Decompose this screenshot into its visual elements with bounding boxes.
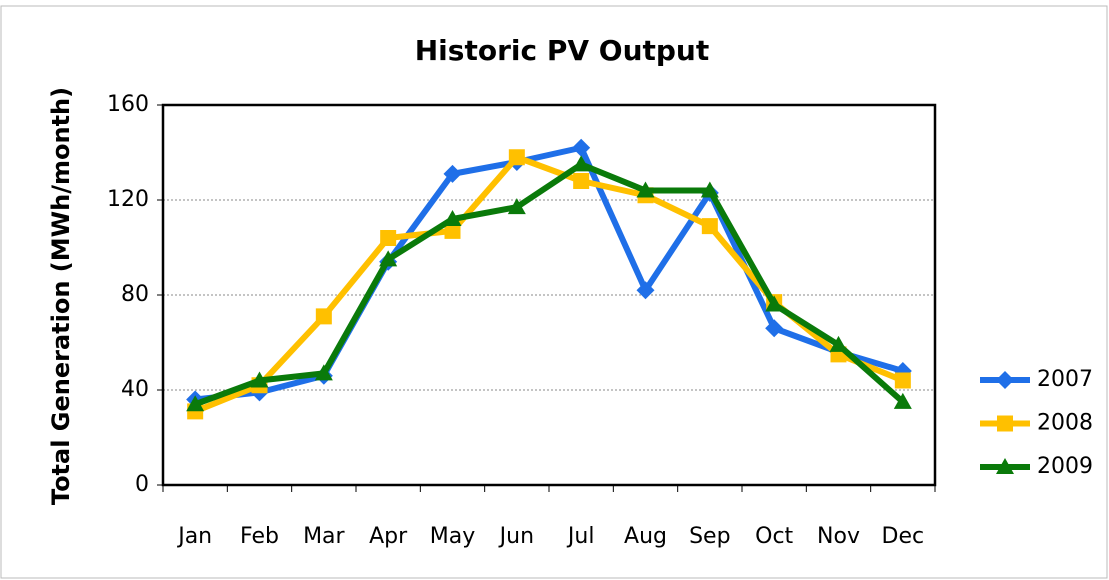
marker <box>996 458 1014 474</box>
marker <box>573 173 590 189</box>
x-tick-label: Nov <box>817 524 860 549</box>
y-tick-label: 160 <box>107 92 149 117</box>
marker <box>636 181 655 198</box>
marker <box>700 181 719 198</box>
marker <box>701 218 718 235</box>
series-line <box>194 144 904 403</box>
legend-label: 2008 <box>1037 411 1093 436</box>
marker <box>572 155 591 172</box>
y-tick-label: 120 <box>107 187 149 212</box>
marker <box>379 250 398 267</box>
y-axis-label: Total Generation (MWh/month) <box>47 87 75 505</box>
marker <box>636 281 655 300</box>
x-tick-label: Feb <box>240 524 279 549</box>
legend-label: 2009 <box>1037 454 1093 479</box>
legend-label: 2007 <box>1037 367 1093 392</box>
marker <box>507 198 526 215</box>
x-tick-label: Jan <box>176 524 212 549</box>
x-tick-label: Mar <box>303 524 345 549</box>
y-tick-label: 80 <box>121 282 149 307</box>
marker <box>996 371 1014 389</box>
x-tick-label: May <box>430 524 475 549</box>
marker <box>315 308 332 325</box>
x-tick-label: Jun <box>498 524 534 549</box>
marker <box>997 415 1013 432</box>
marker <box>765 295 784 312</box>
marker <box>186 395 205 412</box>
marker <box>443 164 462 183</box>
marker <box>508 149 525 166</box>
plot-border <box>161 103 937 487</box>
chart-title: Historic PV Output <box>415 34 710 67</box>
x-tick-label: Apr <box>369 524 408 549</box>
x-tick-label: Dec <box>882 524 925 549</box>
y-tick-label: 40 <box>121 377 149 402</box>
marker <box>314 364 333 381</box>
x-tick-label: Jul <box>566 524 595 549</box>
marker <box>829 335 848 352</box>
x-tick-label: Oct <box>755 524 793 549</box>
marker <box>380 230 397 246</box>
x-tick-label: Aug <box>624 524 667 549</box>
marker <box>443 210 462 226</box>
marker <box>250 371 269 388</box>
marker <box>444 222 461 239</box>
y-tick-label: 0 <box>135 472 149 497</box>
series-line <box>194 161 905 408</box>
marker <box>893 392 912 409</box>
x-tick-label: Sep <box>689 524 730 549</box>
marker <box>572 138 591 157</box>
marker <box>765 319 784 338</box>
marker <box>894 372 911 389</box>
